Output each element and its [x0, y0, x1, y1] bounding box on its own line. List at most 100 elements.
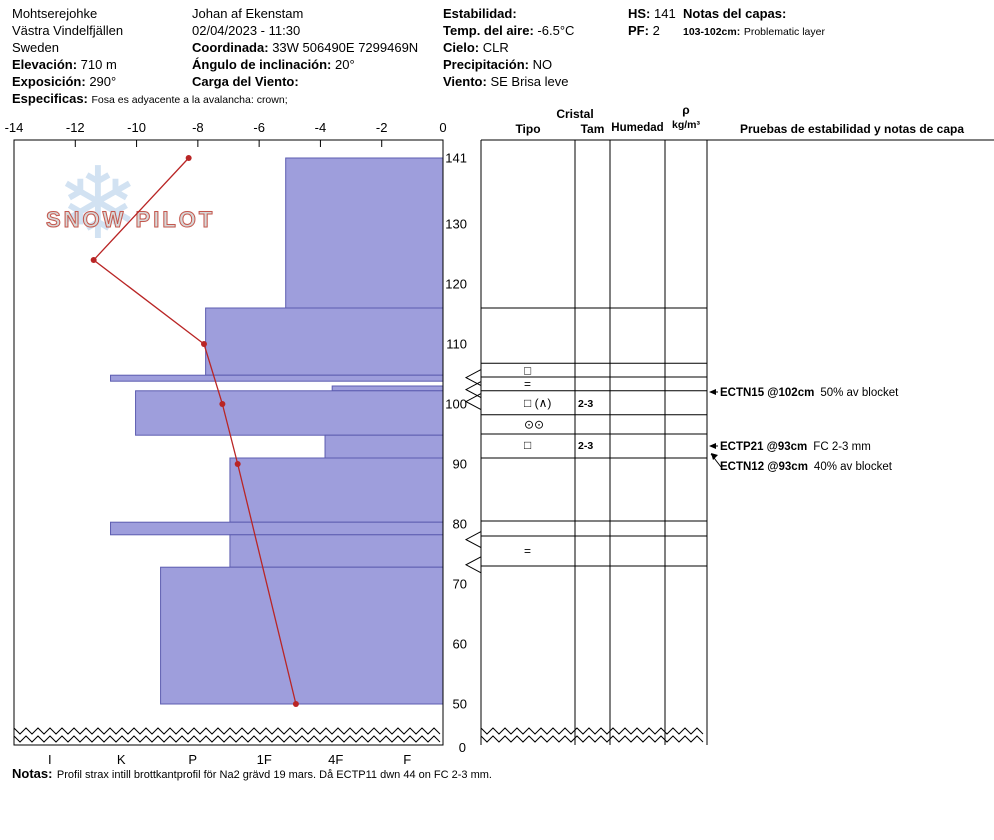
depth-tick-label: 60	[453, 637, 467, 652]
aspect-value: 290°	[89, 74, 117, 89]
snow-layer-bar	[324, 434, 444, 459]
temperature-point	[234, 461, 241, 467]
temp-axis-tick-label: -10	[127, 120, 146, 135]
depth-tick-label: 70	[453, 577, 467, 592]
temp-axis-tick-label: -2	[376, 120, 388, 135]
scale-break-zigzag	[480, 727, 704, 735]
snow-layer-bar	[160, 566, 444, 705]
hardness-axis-label: K	[117, 752, 126, 767]
test-result-label: ECTN12 @93cm 40% av blocket	[720, 461, 893, 473]
site-name: Mohtserejohke	[12, 6, 98, 21]
hs-label: HS:	[628, 6, 651, 21]
sky-label: Cielo:	[443, 40, 480, 55]
layer-boundary-marker	[464, 556, 482, 574]
temperature-point	[219, 401, 226, 407]
air-temp-label: Temp. del aire:	[443, 23, 534, 38]
crystal-type-symbol: =	[524, 544, 531, 558]
crystal-type-symbol: □	[524, 438, 531, 452]
scale-break-zigzag	[13, 727, 441, 735]
site-info-block: Mohtserejohke Västra Vindelfjällen Swede…	[12, 5, 288, 109]
density-symbol-header: ρ	[682, 103, 690, 117]
scale-break-zigzag	[480, 735, 704, 743]
layer-boundary-marker	[464, 381, 482, 399]
crystal-size-value: 2-3	[578, 398, 593, 410]
hardness-axis-label: P	[188, 752, 197, 767]
temp-axis-tick-label: -4	[315, 120, 327, 135]
sky-value: CLR	[482, 40, 509, 55]
depth-tick-label: 80	[453, 517, 467, 532]
wind-label: Viento:	[443, 74, 487, 89]
hardness-axis-label: I	[48, 752, 52, 767]
depth-tick-label: 100	[445, 397, 467, 412]
test-arrow-head	[711, 453, 718, 460]
totals-block: HS: 141 PF: 2	[628, 5, 676, 39]
test-result-label: ECTP21 @93cm FC 2-3 mm	[720, 441, 871, 453]
hardness-axis-label: 1F	[257, 752, 272, 767]
crystal-size-value: 2-3	[578, 440, 593, 452]
snow-height: HS: 141	[628, 5, 676, 22]
precipitation-value: NO	[532, 57, 553, 72]
crystal-type-symbol: ⊙⊙	[524, 417, 544, 431]
depth-tick-label: 130	[445, 217, 467, 232]
footer-notes-text: Profil strax intill brottkantprofil för …	[56, 769, 492, 781]
wind: Viento: SE Brisa leve	[443, 73, 574, 90]
specifics-value: Fosa es adyacente a la avalancha: crown;	[91, 94, 288, 106]
site-elevation: Elevación: 710 m	[12, 56, 288, 73]
snow-layer-bar	[229, 457, 444, 523]
density-units-header: kg/m³	[671, 119, 700, 131]
precipitation-label: Precipitación:	[443, 57, 529, 72]
hardness-axis-label: F	[403, 752, 411, 767]
temp-axis-tick-label: 0	[439, 120, 446, 135]
temperature-point	[292, 701, 299, 707]
coordinates-value: 33W 506490E 7299469N	[272, 40, 419, 55]
temperature-point	[200, 341, 207, 347]
pf-value: 2	[652, 23, 660, 38]
crystal-type-symbol: =	[524, 377, 531, 391]
pf-label: PF:	[628, 23, 649, 38]
scale-break-zigzag	[13, 735, 441, 743]
coordinates-label: Coordinada:	[192, 40, 269, 55]
air-temp: Temp. del aire: -6.5°C	[443, 22, 574, 39]
layer-notes-label: Notas del capas:	[683, 6, 787, 21]
depth-tick-label: 110	[446, 337, 467, 352]
sky: Cielo: CLR	[443, 39, 574, 56]
temperature-point	[90, 257, 97, 263]
wind-loading: Carga del Viento:	[192, 73, 418, 90]
conditions-block: Estabilidad: Temp. del aire: -6.5°C Ciel…	[443, 5, 574, 90]
site-country: Sweden	[12, 40, 59, 55]
layer-notes-block: Notas del capas: 103-102cm: Problematic …	[683, 5, 825, 41]
layer-boundary-marker	[464, 531, 482, 549]
logo-text: SNOW PILOT	[45, 207, 216, 233]
tipo-column-header: Tipo	[515, 122, 541, 136]
hs-value: 141	[654, 6, 676, 21]
crystal-type-symbol: □	[524, 363, 531, 377]
layer-boundary-marker	[464, 393, 482, 411]
footer-notes-label: Notas:	[12, 766, 53, 781]
temperature-point	[185, 155, 192, 161]
snow-layer-bar	[285, 157, 444, 309]
stability-label: Estabilidad:	[443, 6, 517, 21]
crystal-type-symbol: □ (∧)	[524, 396, 551, 410]
pit-factor: PF: 2	[628, 22, 676, 39]
snow-layer-bar	[110, 521, 444, 536]
stability: Estabilidad:	[443, 5, 574, 22]
elevation-value: 710 m	[80, 57, 117, 72]
wind-value: SE Brisa leve	[490, 74, 569, 89]
layer-boundary-marker	[464, 369, 482, 387]
observation-info-block: Johan af Ekenstam 02/04/2023 - 11:30 Coo…	[192, 5, 418, 90]
test-arrow-head	[709, 443, 716, 449]
layer-note: 103-102cm: Problematic layer	[683, 22, 825, 41]
precipitation: Precipitación: NO	[443, 56, 574, 73]
observer-name: Johan af Ekenstam	[192, 6, 304, 21]
depth-zero-label: 0	[459, 740, 466, 755]
humedad-column-header: Humedad	[611, 122, 664, 134]
tam-column-header: Tam	[580, 122, 605, 136]
tests-column-header: Pruebas de estabilidad y notas de capa	[739, 122, 965, 136]
temp-axis-tick-label: -12	[66, 120, 85, 135]
aspect-label: Exposición:	[12, 74, 86, 89]
slope-angle: Ángulo de inclinación: 20°	[192, 56, 418, 73]
snow-layer-bar	[205, 307, 444, 376]
depth-tick-label: 141	[445, 151, 467, 166]
temp-axis-tick-label: -14	[5, 120, 24, 135]
elevation-label: Elevación:	[12, 57, 78, 72]
